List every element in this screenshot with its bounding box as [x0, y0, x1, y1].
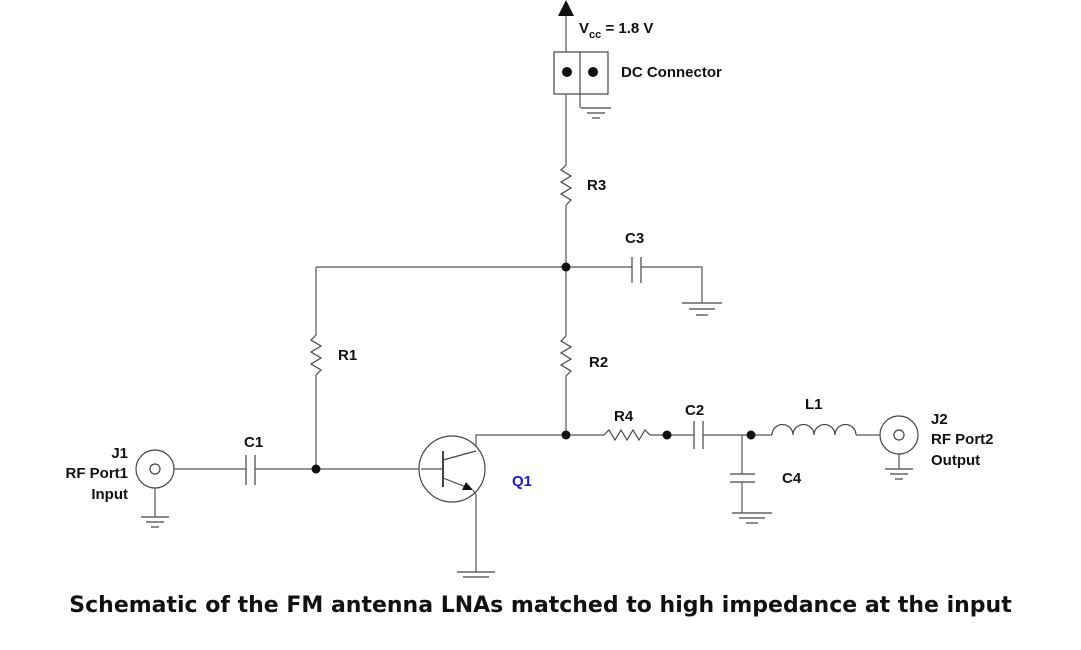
capacitor-c1 — [245, 455, 256, 485]
capacitor-c4 — [730, 473, 755, 483]
c4-label: C4 — [782, 470, 802, 487]
junction-dot — [311, 464, 321, 474]
c1-label: C1 — [244, 434, 263, 451]
ground-symbol-dc — [581, 107, 611, 119]
j2-label: RF Port2 — [931, 431, 994, 448]
vcc-arrow — [558, 0, 574, 52]
j1-name: J1 — [111, 445, 128, 462]
l1-label: L1 — [805, 396, 823, 413]
ground-symbol-j1 — [141, 516, 169, 528]
transistor-q1 — [418, 435, 486, 503]
ground-symbol-j2 — [885, 468, 913, 480]
junction-dot — [561, 262, 571, 272]
junction-dot — [561, 430, 571, 440]
resistor-r1 — [309, 334, 323, 376]
inductor-l1 — [771, 423, 857, 436]
figure-caption: Schematic of the FM antenna LNAs matched… — [69, 593, 1012, 618]
vcc-label: Vcc = 1.8 V — [579, 20, 653, 41]
j1-label: RF Port1 — [65, 465, 128, 482]
j1-role: Input — [91, 486, 128, 503]
junction-dot — [662, 430, 672, 440]
r4-label: R4 — [614, 408, 634, 425]
rf-port2-connector — [879, 415, 919, 469]
capacitor-c2 — [693, 421, 704, 449]
j2-role: Output — [931, 452, 980, 469]
c3-label: C3 — [625, 230, 644, 247]
r3-label: R3 — [587, 177, 606, 194]
ground-symbol-c4 — [732, 512, 772, 524]
c2-label: C2 — [685, 402, 704, 419]
dc-connector — [553, 51, 609, 108]
rf-port1-connector — [135, 449, 175, 517]
resistor-r4 — [603, 428, 651, 442]
ground-symbol-q1 — [457, 571, 495, 578]
resistor-r3 — [559, 164, 573, 206]
resistor-r2 — [559, 335, 573, 377]
capacitor-c3 — [631, 257, 642, 283]
q1-label: Q1 — [512, 473, 532, 490]
r2-label: R2 — [589, 354, 608, 371]
dc-connector-label: DC Connector — [621, 64, 722, 81]
junction-dot — [746, 430, 756, 440]
r1-label: R1 — [338, 347, 357, 364]
ground-symbol-c3 — [682, 302, 722, 316]
j2-name: J2 — [931, 411, 948, 428]
